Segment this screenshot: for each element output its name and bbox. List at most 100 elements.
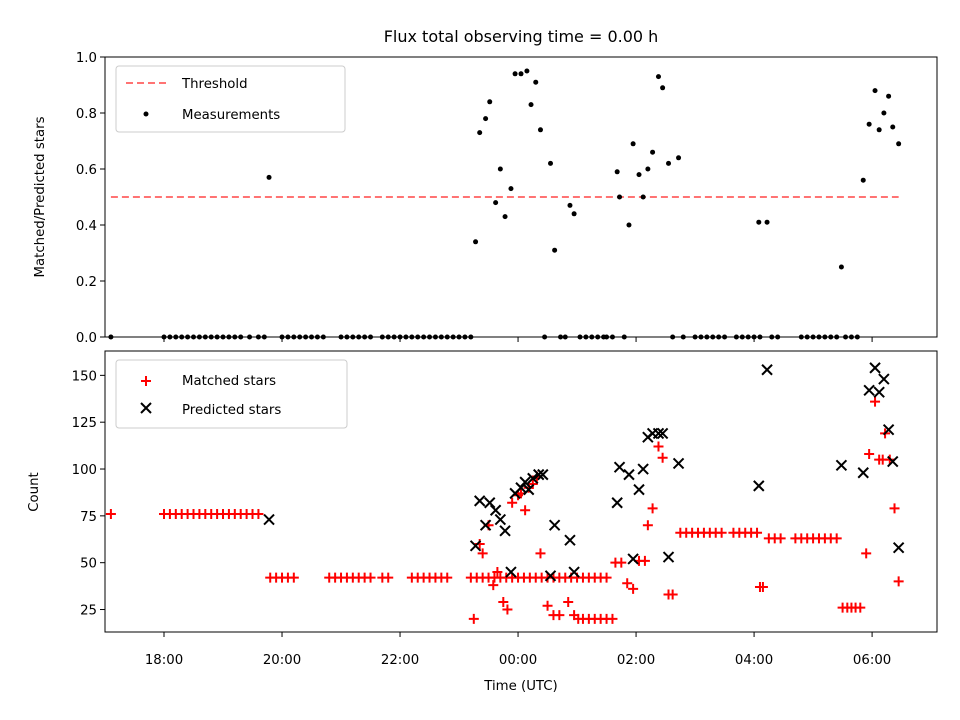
matched-star-point <box>628 583 639 594</box>
matched-star-point <box>639 555 650 566</box>
x-tick-label: 04:00 <box>735 653 773 668</box>
measurement-point <box>487 99 493 105</box>
predicted-star-point <box>623 468 635 481</box>
measurement-point <box>838 264 844 270</box>
matched-star-point <box>616 557 627 568</box>
matched-star-point <box>752 527 763 538</box>
bottom-y-tick-label: 125 <box>72 416 97 431</box>
matched-star-point <box>889 503 900 514</box>
matched-star-point <box>365 572 376 583</box>
legend-matched-label: Matched stars <box>182 374 276 389</box>
predicted-star-point <box>633 483 645 496</box>
matched-star-point <box>657 452 668 463</box>
measurement-point <box>876 127 882 133</box>
x-axis-label: Time (UTC) <box>483 679 558 694</box>
predicted-star-point <box>637 463 649 475</box>
matched-star-point <box>253 508 264 519</box>
matched-star-point <box>864 449 875 460</box>
predicted-star-point <box>753 480 765 492</box>
matched-star-point <box>855 602 866 613</box>
measurement-point <box>617 194 623 200</box>
predicted-star-point <box>548 519 561 531</box>
predicted-star-point <box>564 534 576 546</box>
measurement-point <box>614 169 620 175</box>
predicted-star-point <box>613 461 626 473</box>
matched-star-point <box>601 572 612 583</box>
x-tick-label: 00:00 <box>499 653 537 668</box>
matched-star-point <box>622 578 633 589</box>
matched-star-point <box>775 533 786 544</box>
measurement-point <box>890 124 896 130</box>
top-y-ticks: 0.0 0.2 0.4 0.6 0.8 1.0 <box>76 51 105 346</box>
top-legend: Threshold Measurements <box>115 65 346 133</box>
top-y-tick-label: 1.0 <box>76 51 97 66</box>
matched-star-point <box>563 597 574 608</box>
predicted-star-point <box>882 423 895 436</box>
matched-star-point <box>502 604 513 615</box>
bottom-y-tick-label: 100 <box>72 463 97 478</box>
measurement-point <box>473 239 479 245</box>
bottom-y-tick-label: 25 <box>80 604 97 619</box>
measurement-point <box>764 219 770 225</box>
measurement-point <box>626 222 632 228</box>
measurement-point <box>477 130 483 136</box>
matched-star-point <box>667 589 678 600</box>
matched-star-point <box>288 572 299 583</box>
measurement-point <box>655 74 661 80</box>
top-y-tick-label: 0.2 <box>76 275 97 290</box>
bottom-legend: Matched stars Predicted stars <box>115 359 348 429</box>
predicted-star-point <box>469 540 482 552</box>
predicted-star-point <box>537 468 549 481</box>
predicted-star-point <box>835 459 848 471</box>
legend-measurements-label: Measurements <box>182 108 280 123</box>
predicted-star-point <box>519 476 531 488</box>
top-y-tick-label: 0.6 <box>76 163 97 178</box>
predicted-star-point <box>611 497 623 509</box>
matched-star-point <box>520 505 531 516</box>
measurement-point <box>497 166 503 172</box>
x-tick-label: 02:00 <box>617 653 655 668</box>
matched-star-point <box>477 548 488 559</box>
predicted-star-point <box>522 483 535 496</box>
predicted-star-point <box>656 427 669 440</box>
measurement-point <box>266 174 272 180</box>
measurement-point <box>650 149 656 155</box>
matched-star-point <box>716 527 727 538</box>
measurement-point <box>493 200 499 206</box>
matched-star-point <box>105 508 116 519</box>
predicted-star-point <box>544 570 557 582</box>
matched-star-point <box>757 582 768 593</box>
predicted-star-point <box>505 566 517 578</box>
matched-star-point <box>498 597 509 608</box>
matched-star-point <box>607 613 618 624</box>
measurement-point <box>860 177 866 183</box>
matched-star-point <box>861 548 872 559</box>
measurement-point <box>636 172 642 178</box>
predicted-star-point <box>892 541 905 554</box>
predicted-star-point <box>878 373 890 385</box>
measurement-point <box>896 141 902 147</box>
matched-star-point <box>492 567 503 578</box>
matched-star-point <box>383 572 394 583</box>
top-axes-frame <box>104 56 938 338</box>
predicted-star-point <box>479 519 492 531</box>
measurement-point <box>666 160 672 166</box>
top-y-tick-label: 0.0 <box>76 331 97 346</box>
chart-title: Flux total observing time = 0.00 h <box>384 27 659 46</box>
matched-star-point <box>542 600 553 611</box>
measurement-point <box>872 88 878 94</box>
matched-star-point <box>870 396 881 407</box>
x-tick-label: 20:00 <box>263 653 301 668</box>
bottom-x-ticks: 18:00 20:00 22:00 00:00 02:00 04:00 06:00 <box>145 632 891 668</box>
matched-star-point <box>488 580 499 591</box>
top-y-tick-label: 0.4 <box>76 219 97 234</box>
top-x-ticks <box>163 337 873 342</box>
predicted-legend-marker <box>140 402 152 414</box>
bottom-y-tick-label: 150 <box>72 369 97 384</box>
matched-star-point <box>468 613 479 624</box>
matched-star-point <box>893 576 904 587</box>
measurement-point <box>866 121 872 127</box>
measurement-point <box>508 186 514 192</box>
measurement-point <box>567 202 573 208</box>
